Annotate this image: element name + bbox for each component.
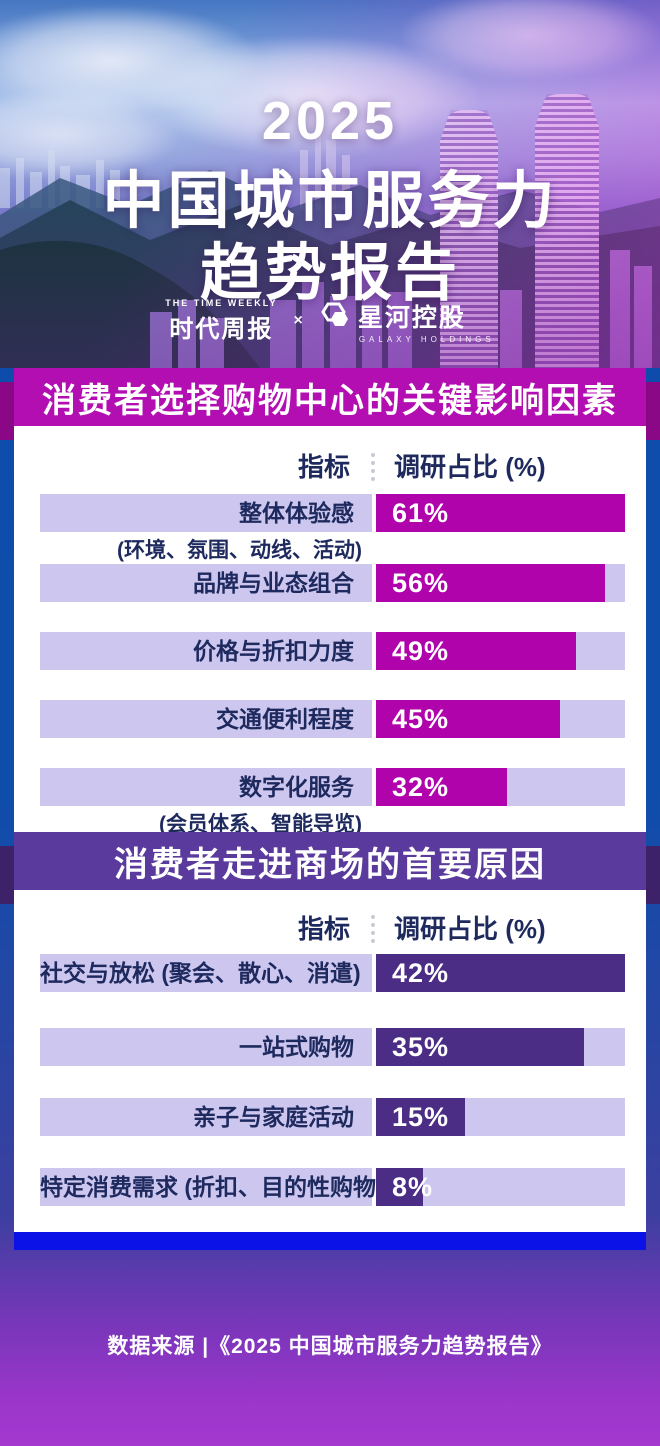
bottom-glow-overlay [0, 0, 660, 368]
report-card: 指标 调研占比 (%) 指标 调研占比 (%) 整体体验感 61% (环境、氛围、动… [14, 426, 646, 1232]
bar [376, 1028, 584, 1066]
bar-track: 45% [376, 700, 625, 738]
chart-row: 整体体验感 61% [40, 494, 625, 532]
chart-row: 特定消费需求 (折扣、目的性购物) 8% [40, 1168, 625, 1206]
galaxy-holdings-logo-icon [321, 302, 348, 326]
dotted-divider [371, 915, 375, 943]
row-subnote: (会员体系、智能导览) [159, 813, 362, 836]
chart-row: 亲子与家庭活动 15% [40, 1098, 625, 1136]
blue-accent-strip [14, 1232, 646, 1250]
cloud-shape [400, 0, 660, 80]
row-label: 特定消费需求 (折扣、目的性购物) [40, 1168, 384, 1206]
bar [376, 768, 507, 806]
ribbon-fold [0, 846, 14, 904]
galaxy-holdings-logo: 星河控股 GALAXY HOLDINGS [319, 298, 495, 344]
row-label: 品牌与业态组合 [40, 564, 372, 602]
magenta-tint-overlay [0, 0, 660, 368]
chart-row: 品牌与业态组合 56% [40, 564, 625, 602]
chart-row: 社交与放松 (聚会、散心、消遣) 42% [40, 954, 625, 992]
hero-title-line2: 趋势报告 [199, 239, 460, 308]
chart-row: 一站式购物 35% [40, 1028, 625, 1066]
galaxy-holdings-logo-en: GALAXY HOLDINGS [358, 335, 495, 344]
skyscraper-tower [535, 94, 599, 368]
bar-value-label: 15% [392, 1102, 450, 1132]
bar-track: 15% [376, 1098, 625, 1136]
ribbon-fold [0, 382, 14, 440]
bar [376, 954, 625, 992]
bar-track: 8% [376, 1168, 625, 1206]
bar-value-label: 32% [392, 772, 450, 802]
bar [376, 632, 577, 670]
bar [376, 1168, 424, 1206]
column-header-share: 调研占比 (%) [394, 914, 546, 944]
row-label: 整体体验感 [40, 494, 372, 532]
column-header-row: 指标 调研占比 (%) [14, 912, 646, 946]
brand-lockup: THE TIME WEEKLY 时代周报 × 星河控股 GALAXY HOLDI… [0, 298, 660, 344]
time-weekly-logo-cn: 时代周报 [169, 316, 274, 343]
bar-value-label: 35% [392, 1032, 450, 1062]
column-header-row: 指标 调研占比 (%) [14, 450, 646, 484]
bar-track: 42% [376, 954, 625, 992]
row-label: 价格与折扣力度 [40, 632, 372, 670]
bar-value-label: 61% [392, 498, 450, 528]
time-weekly-logo-en: THE TIME WEEKLY [165, 298, 278, 308]
bar-value-label: 56% [392, 568, 450, 598]
bar-track: 32% [376, 768, 625, 806]
bar [376, 1098, 465, 1136]
bar-value-label: 49% [392, 636, 450, 666]
row-label: 数字化服务 [40, 768, 372, 806]
row-label: 交通便利程度 [40, 700, 372, 738]
chart-row: 交通便利程度 45% [40, 700, 625, 738]
ribbon-fold [646, 846, 660, 904]
column-header-indicator: 指标 [297, 914, 350, 944]
chart-row: 数字化服务 32% [40, 768, 625, 806]
bar-track: 61% [376, 494, 625, 532]
collab-x-separator: × [293, 312, 303, 329]
bar [376, 494, 625, 532]
bar [376, 564, 605, 602]
section-1-title: 消费者选择购物中心的关键影响因素 [42, 381, 618, 420]
column-header-share: 调研占比 (%) [394, 452, 546, 482]
ribbon-fold [646, 382, 660, 440]
hero-photo: 2025 中国城市服务力 趋势报告 THE TIME WEEKLY 时代周报 ×… [0, 0, 660, 368]
section-2-banner: 消费者走进商场的首要原因 [14, 832, 646, 890]
row-label: 亲子与家庭活动 [40, 1098, 372, 1136]
data-source-note: 数据来源 |《2025 中国城市服务力趋势报告》 [107, 1335, 553, 1358]
bar-track: 49% [376, 632, 625, 670]
row-label: 一站式购物 [40, 1028, 372, 1066]
row-subnote: (环境、氛围、动线、活动) [117, 539, 362, 562]
chart-row: 价格与折扣力度 49% [40, 632, 625, 670]
dotted-divider [371, 453, 375, 481]
section-2-title: 消费者走进商场的首要原因 [114, 845, 546, 884]
galaxy-holdings-logo-cn: 星河控股 [357, 304, 466, 332]
bar [376, 700, 560, 738]
bar-value-label: 8% [392, 1172, 434, 1202]
bar-value-label: 42% [392, 958, 450, 988]
time-weekly-logo: THE TIME WEEKLY 时代周报 [165, 298, 277, 344]
bar-track: 56% [376, 564, 625, 602]
bar-value-label: 45% [392, 704, 450, 734]
section-1-banner: 消费者选择购物中心的关键影响因素 [14, 368, 646, 426]
column-header-indicator: 指标 [297, 452, 350, 482]
hero-title-line1: 中国城市服务力 [102, 167, 558, 236]
row-label: 社交与放松 (聚会、散心、消遣) [40, 954, 372, 992]
hero-year: 2025 [261, 91, 399, 151]
bar-track: 35% [376, 1028, 625, 1066]
skyscraper-tower [440, 110, 498, 368]
